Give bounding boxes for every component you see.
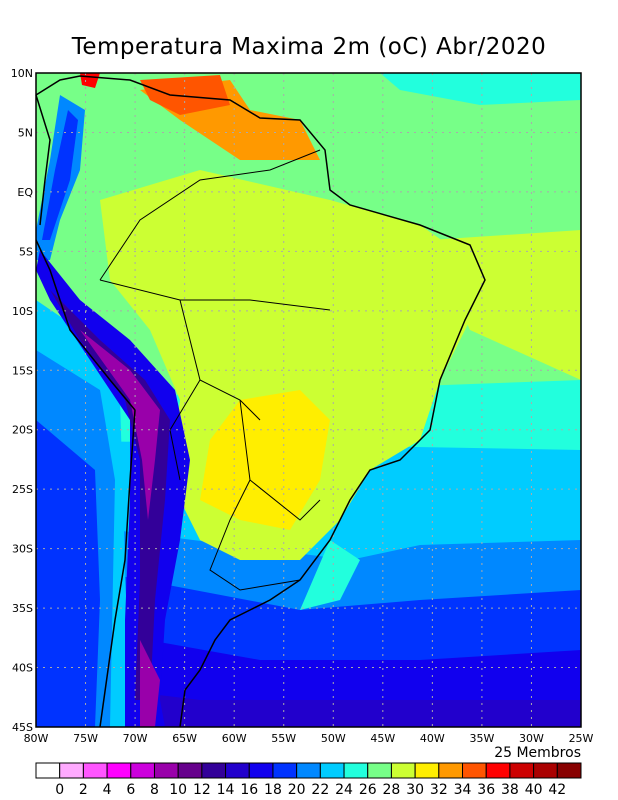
colorbar-label: 0 (55, 782, 64, 798)
map-title: Temperatura Maxima 2m (oC) Abr/2020 (71, 34, 547, 60)
colorbar-label: 40 (525, 782, 543, 798)
lat-tick-label: EQ (17, 186, 33, 199)
colorbar-swatch (296, 762, 321, 779)
lon-tick-label: 75W (73, 732, 98, 745)
colorbar-swatch (225, 762, 250, 779)
colorbar-swatch (35, 762, 61, 779)
colorbar-label: 10 (169, 782, 187, 798)
colorbar-label: 22 (311, 782, 329, 798)
colorbar-swatch (556, 762, 582, 779)
colorbar: 0 2 4 6 8 10 12 14 16 18 20 22 24 26 28 30 32 34 36 38 40 42 (35, 762, 582, 798)
lon-tick-label: 30W (519, 732, 544, 745)
colorbar-swatch (509, 762, 535, 779)
lon-tick-label: 55W (271, 732, 296, 745)
colorbar-label: 34 (454, 782, 472, 798)
lat-tick-label: 40S (12, 662, 33, 675)
colorbar-swatch (319, 762, 345, 779)
colorbar-label: 12 (193, 782, 211, 798)
lon-tick-label: 60W (222, 732, 247, 745)
colorbar-label: 38 (501, 782, 519, 798)
temperature-field (36, 73, 581, 727)
colorbar-label: 20 (288, 782, 306, 798)
lat-tick-label: 15S (12, 364, 33, 377)
colorbar-swatch (438, 762, 464, 779)
lon-tick-label: 40W (420, 732, 445, 745)
colorbar-swatch (390, 762, 416, 779)
colorbar-label: 6 (126, 782, 135, 798)
colorbar-label: 36 (477, 782, 495, 798)
colorbar-swatch (59, 762, 84, 779)
lon-tick-label: 70W (123, 732, 148, 745)
colorbar-swatch (106, 762, 132, 779)
colorbar-swatch (82, 762, 108, 779)
colorbar-label: 26 (359, 782, 377, 798)
colorbar-swatch (130, 762, 155, 779)
lon-tick-label: 25W (569, 732, 594, 745)
colorbar-swatch (153, 762, 179, 779)
colorbar-swatch (367, 762, 392, 779)
colorbar-swatch (485, 762, 511, 779)
lat-tick-label: 5N (18, 126, 33, 139)
colorbar-swatch (248, 762, 274, 779)
latitude-axis: 10N 5N EQ 5S 10S 15S 20S 25S 30S 35S 40S 45S (11, 67, 34, 734)
lat-tick-label: 20S (12, 424, 33, 437)
map-frame (35, 72, 582, 728)
colorbar-swatch (177, 762, 203, 779)
colorbar-label: 30 (406, 782, 424, 798)
lat-tick-label: 10S (12, 305, 33, 318)
colorbar-label: 8 (150, 782, 159, 798)
lat-tick-label: 35S (12, 602, 33, 615)
lon-tick-label: 65W (172, 732, 197, 745)
lon-tick-label: 80W (24, 732, 49, 745)
coastline (35, 75, 486, 728)
lat-tick-label: 25S (12, 483, 33, 496)
colorbar-label: 14 (217, 782, 235, 798)
colorbar-label: 24 (335, 782, 353, 798)
members-label: 25 Membros (494, 745, 581, 761)
colorbar-label: 16 (240, 782, 258, 798)
colorbar-swatch (533, 762, 558, 779)
lat-tick-label: 5S (19, 245, 33, 258)
colorbar-label: 4 (103, 782, 112, 798)
colorbar-label: 42 (548, 782, 566, 798)
lon-tick-label: 50W (321, 732, 346, 745)
country-borders (99, 149, 331, 591)
lat-tick-label: 45S (12, 721, 33, 734)
lat-tick-label: 30S (12, 543, 33, 556)
lon-tick-label: 35W (469, 732, 494, 745)
colorbar-label: 32 (430, 782, 448, 798)
colorbar-swatch (343, 762, 369, 779)
colorbar-swatch (462, 762, 487, 779)
colorbar-swatch (272, 762, 298, 779)
colorbar-label: 2 (79, 782, 88, 798)
colorbar-label: 18 (264, 782, 282, 798)
lon-tick-label: 45W (370, 732, 395, 745)
colorbar-swatch (414, 762, 440, 779)
lat-tick-label: 10N (11, 67, 33, 80)
colorbar-label: 28 (383, 782, 401, 798)
longitude-axis: 80W 75W 70W 65W 60W 55W 50W 45W 40W 35W 30W 25W (24, 732, 594, 745)
colorbar-swatch (201, 762, 227, 779)
